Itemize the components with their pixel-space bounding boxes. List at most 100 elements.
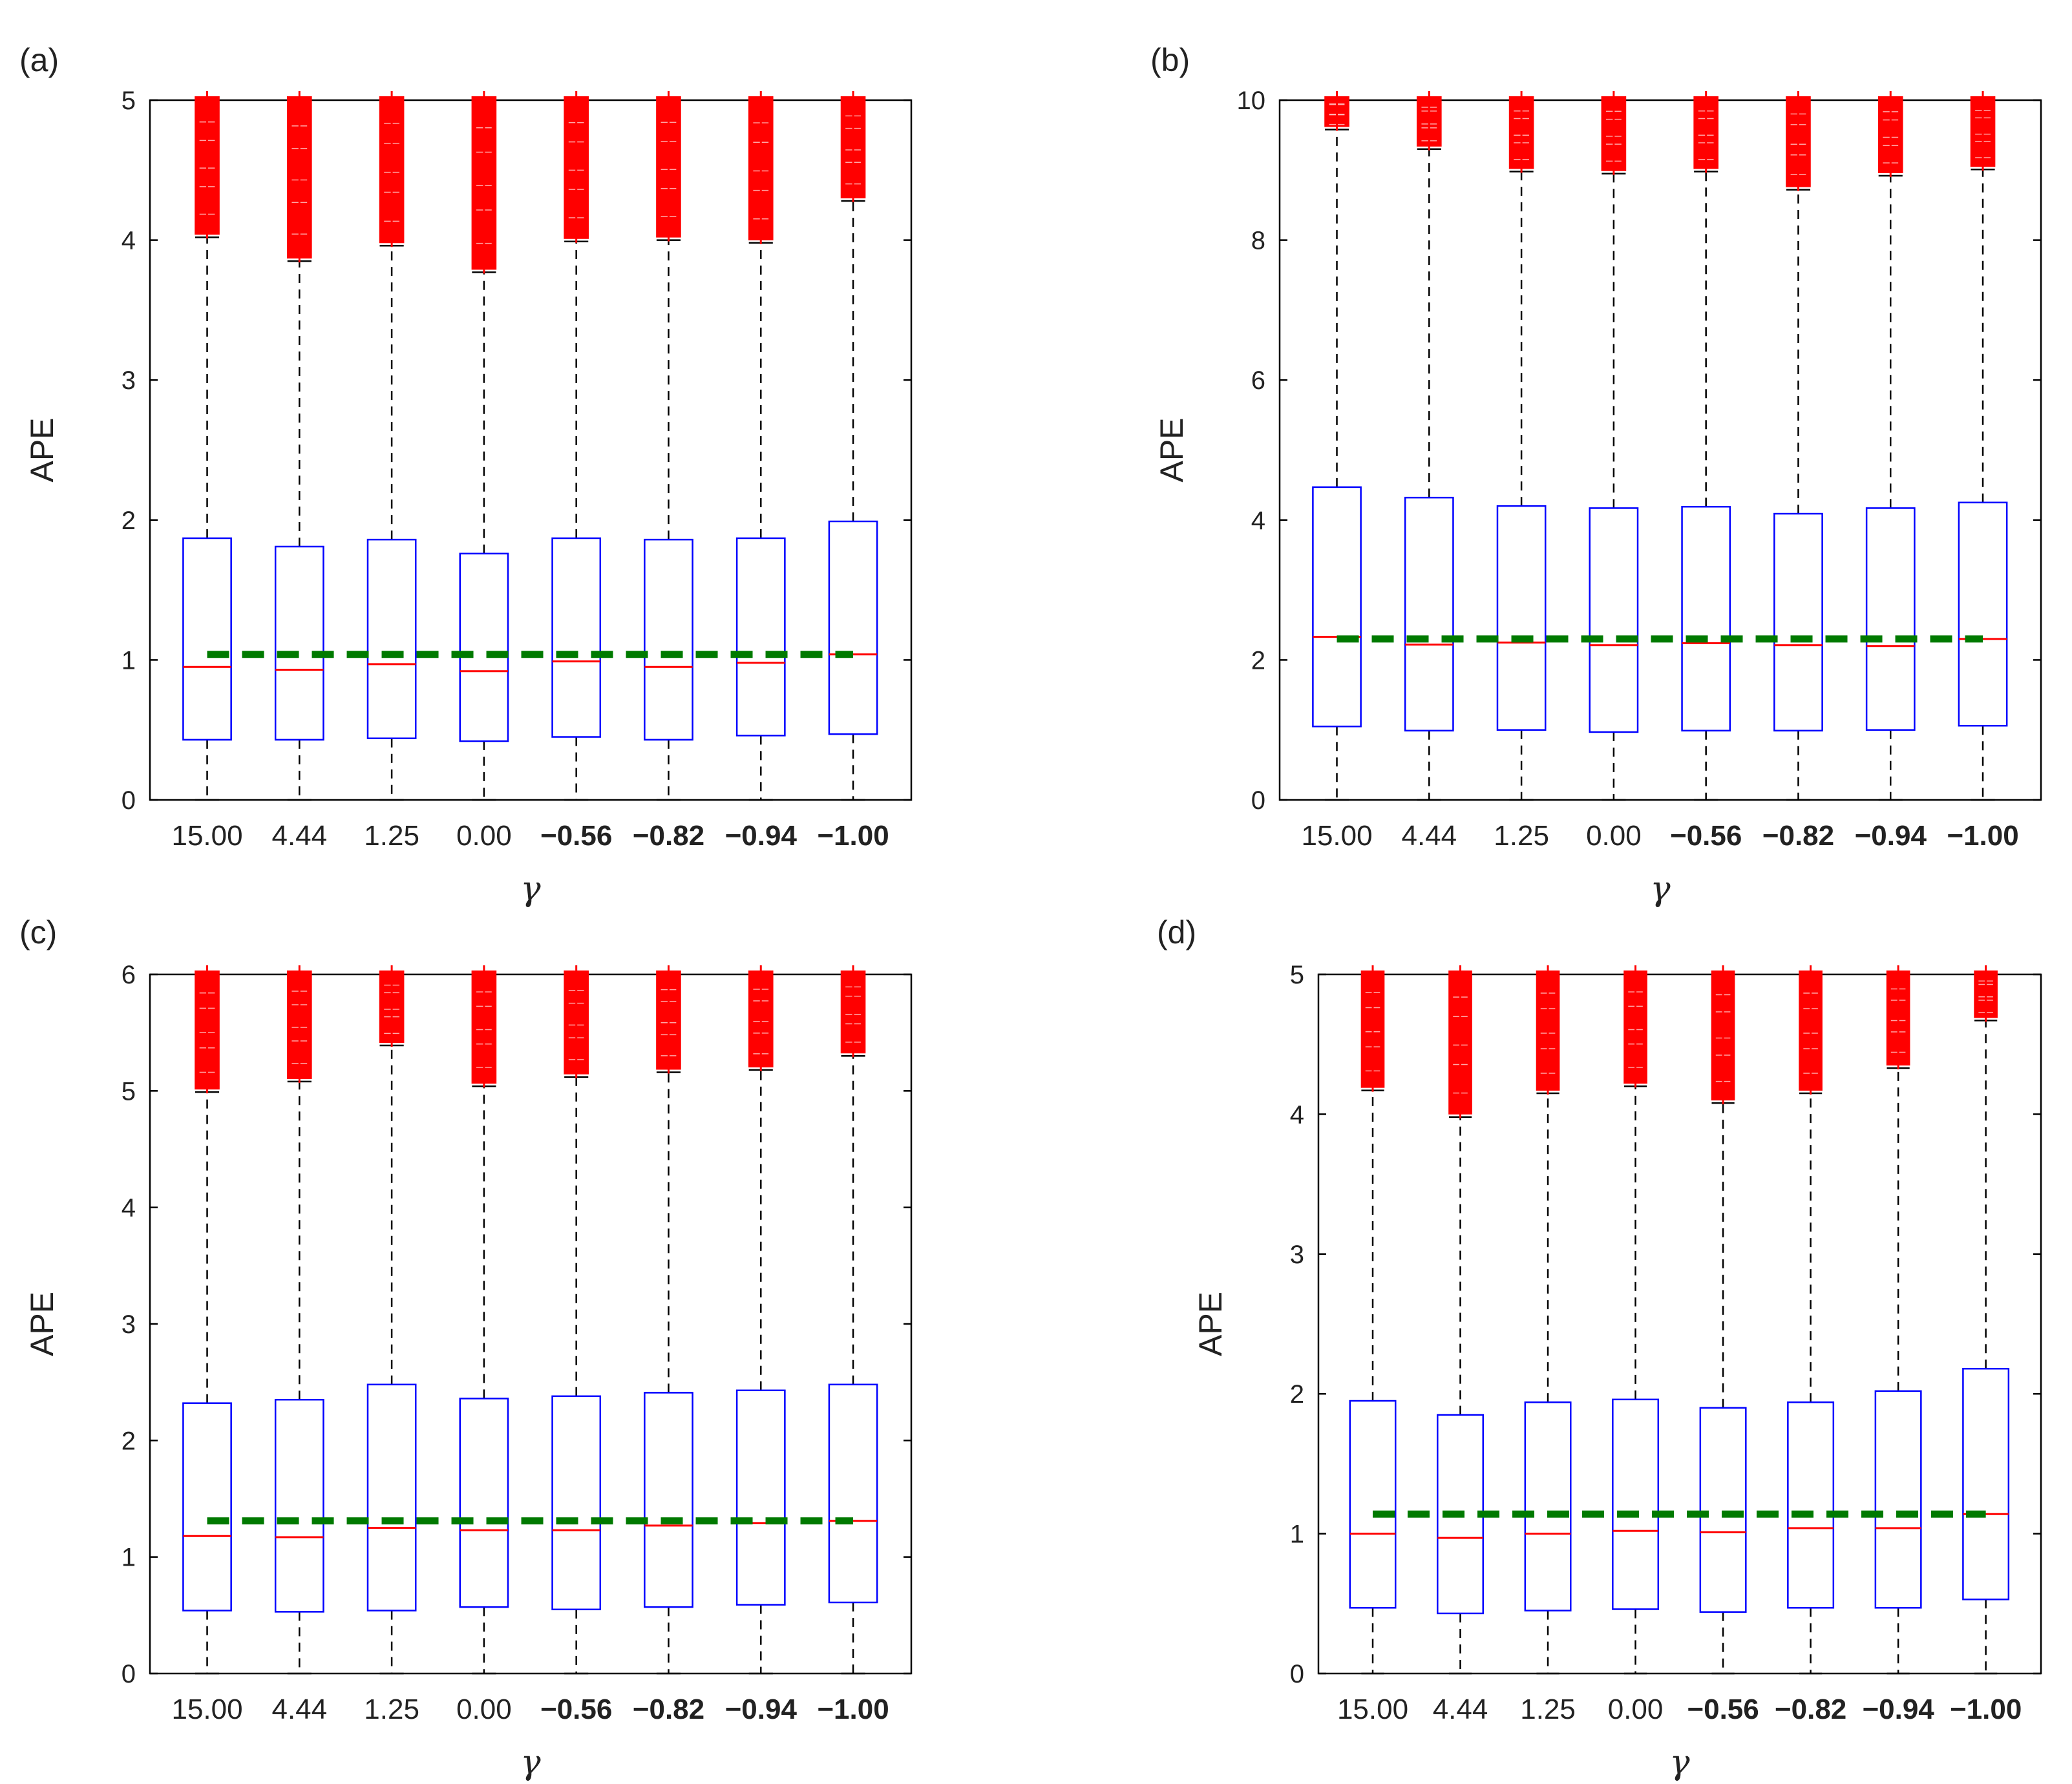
box-iqr (1958, 501, 2008, 727)
box-iqr (459, 1398, 509, 1608)
y-tick-label: 0 (122, 786, 136, 815)
box-iqr (182, 1402, 232, 1611)
panel-label: (a) (19, 42, 59, 78)
box-iqr (1865, 507, 1916, 731)
chart-panel-d: (d) 0 1 2 3 4 5 APE γ 15.00 4.44 1.25 0.00 −0.56 −0.82… (1157, 914, 2042, 1782)
plot-frame (149, 99, 913, 801)
x-tick-label: −1.00 (1947, 820, 2018, 852)
y-tick-label: 0 (122, 1660, 136, 1688)
x-tick-label: 1.25 (1520, 1694, 1576, 1725)
chart-panel-c: (c) 0 1 2 3 4 5 6 APE γ 15.00 4.44 1.25 0.00 −0.56 −0.8… (19, 914, 913, 1782)
panel-label: (d) (1157, 914, 1196, 950)
x-tick-label: 15.00 (171, 1694, 242, 1725)
x-tick-label: −0.94 (1855, 820, 1927, 852)
box-iqr (828, 1383, 878, 1604)
box-iqr (735, 537, 786, 737)
box-iqr (366, 538, 417, 739)
box-iqr (735, 1389, 786, 1606)
box-iqr (551, 1395, 602, 1611)
x-tick-label: 4.44 (271, 1694, 327, 1725)
box-iqr (1496, 505, 1547, 731)
y-tick-label: 2 (122, 507, 136, 535)
y-tick-label: 5 (122, 87, 136, 115)
x-tick-label: −0.82 (633, 820, 704, 852)
y-tick-label: 0 (1251, 786, 1265, 815)
x-tick-label: 0.00 (456, 820, 512, 852)
box-iqr (644, 1392, 693, 1608)
y-tick-label: 1 (122, 1544, 136, 1572)
box-iqr (274, 1398, 324, 1613)
x-tick-label: 0.00 (1608, 1694, 1664, 1725)
x-tick-label: −1.00 (817, 820, 889, 852)
x-tick-label: 0.00 (1586, 820, 1642, 852)
x-tick-label: 15.00 (1301, 820, 1372, 852)
y-axis-label: APE (24, 417, 60, 482)
y-tick-label: 3 (1290, 1241, 1304, 1269)
x-tick-label: 1.25 (364, 820, 419, 852)
x-tick-label: −0.56 (1687, 1694, 1759, 1725)
box-iqr (1962, 1367, 2010, 1600)
x-axis-label: γ (520, 1743, 541, 1782)
x-tick-label: 1.25 (364, 1694, 419, 1725)
box-iqr (1681, 505, 1731, 732)
box-iqr (1874, 1390, 1922, 1609)
box-iqr (1612, 1398, 1660, 1610)
y-tick-label: 5 (1290, 961, 1304, 989)
panel-label: (c) (19, 914, 57, 950)
chart-panel-b: (b) 0 2 4 6 8 10 APE γ 15.00 4.44 1.25 0.00 −0.56 −0.8… (1150, 42, 2042, 908)
y-tick-label: 6 (122, 961, 136, 989)
y-tick-label: 4 (122, 227, 136, 255)
x-tick-label: 0.00 (456, 1694, 512, 1725)
x-tick-label: 15.00 (1337, 1694, 1408, 1725)
x-tick-label: −0.94 (1862, 1694, 1934, 1725)
x-tick-label: 4.44 (1433, 1694, 1488, 1725)
box-iqr (1699, 1407, 1747, 1613)
plot-frame (1278, 99, 2042, 801)
y-axis-label: APE (1192, 1292, 1229, 1356)
y-tick-label: 3 (122, 1310, 136, 1339)
y-tick-label: 2 (122, 1427, 136, 1455)
box-iqr (459, 552, 509, 742)
x-tick-label: −0.56 (540, 820, 612, 852)
y-tick-label: 2 (1290, 1380, 1304, 1409)
x-tick-label: −1.00 (1950, 1694, 2022, 1725)
plot-frame (149, 973, 913, 1675)
y-tick-label: 10 (1237, 87, 1266, 115)
box-iqr (1524, 1401, 1572, 1611)
box-iqr (366, 1383, 417, 1611)
x-tick-label: −0.82 (1775, 1694, 1846, 1725)
y-tick-label: 1 (122, 646, 136, 675)
box-iqr (644, 538, 693, 741)
y-tick-label: 3 (122, 366, 136, 395)
box-iqr (182, 537, 232, 741)
x-tick-label: 4.44 (271, 820, 327, 852)
x-tick-label: −0.94 (725, 820, 798, 852)
y-tick-label: 1 (1290, 1520, 1304, 1549)
box-iqr (1589, 507, 1639, 733)
y-tick-label: 5 (122, 1077, 136, 1106)
box-iqr (1787, 1401, 1835, 1609)
box-iqr (274, 545, 324, 741)
box-iqr (1404, 496, 1454, 732)
x-axis-label: γ (520, 870, 541, 908)
y-tick-label: 6 (1251, 366, 1265, 395)
x-axis-label: γ (1650, 870, 1671, 908)
x-tick-label: −0.56 (1670, 820, 1742, 852)
x-axis-label: γ (1669, 1743, 1690, 1782)
x-tick-label: 15.00 (171, 820, 242, 852)
x-tick-label: −0.94 (725, 1694, 798, 1725)
y-tick-label: 4 (1251, 507, 1265, 535)
chart-panel-a: (a) 0 1 2 3 4 5 APE γ 15.00 4.44 1.25 0.00 −0.56 −0.82… (19, 42, 913, 908)
y-tick-label: 2 (1251, 646, 1265, 675)
y-axis-label: APE (24, 1292, 60, 1356)
x-tick-label: −0.56 (540, 1694, 612, 1725)
x-tick-label: 4.44 (1401, 820, 1457, 852)
box-iqr (551, 537, 602, 738)
x-tick-label: −1.00 (817, 1694, 889, 1725)
y-axis-label: APE (1154, 417, 1190, 482)
panel-label: (b) (1150, 42, 1190, 78)
y-tick-label: 4 (122, 1194, 136, 1223)
y-tick-label: 4 (1290, 1100, 1304, 1129)
box-iqr (1312, 486, 1362, 728)
